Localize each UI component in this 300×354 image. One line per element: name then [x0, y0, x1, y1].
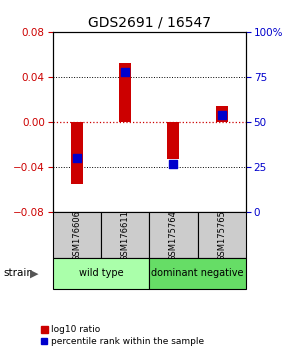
- Text: GSM175764: GSM175764: [169, 210, 178, 261]
- Bar: [167, 122, 179, 159]
- Text: GDS2691 / 16547: GDS2691 / 16547: [88, 16, 212, 30]
- Legend: log10 ratio, percentile rank within the sample: log10 ratio, percentile rank within the …: [40, 325, 205, 346]
- Bar: [149, 258, 246, 289]
- Bar: [198, 212, 246, 258]
- Bar: [101, 212, 149, 258]
- Text: strain: strain: [3, 268, 33, 279]
- Bar: [52, 212, 101, 258]
- Bar: [149, 212, 198, 258]
- Point: [219, 112, 224, 118]
- Point: [74, 155, 79, 161]
- Point: [171, 161, 176, 166]
- Bar: [52, 258, 149, 289]
- Text: wild type: wild type: [79, 268, 123, 279]
- Bar: [70, 122, 83, 184]
- Text: dominant negative: dominant negative: [152, 268, 244, 279]
- Bar: [216, 106, 228, 122]
- Bar: [119, 63, 131, 122]
- Text: GSM176606: GSM176606: [72, 210, 81, 261]
- Text: GSM175765: GSM175765: [217, 210, 226, 261]
- Text: ▶: ▶: [30, 268, 38, 279]
- Point: [123, 69, 128, 74]
- Text: GSM176611: GSM176611: [121, 210, 130, 261]
